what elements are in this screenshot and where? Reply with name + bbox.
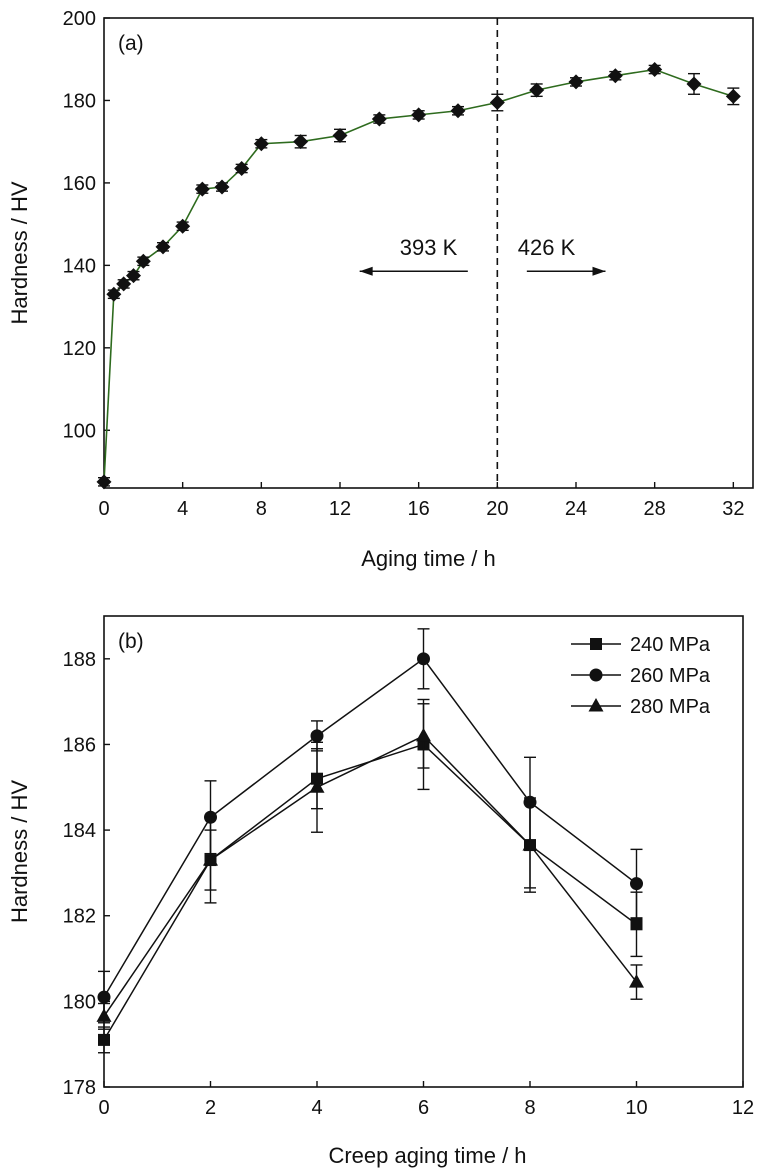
data-point-260-mpa: [630, 877, 643, 891]
x-tick-label: 16: [408, 498, 430, 520]
panel-a-chart: 0 4 8 12 16 20 24 28 32 100 120 140 160 180 200 393 K 4…: [7, 8, 754, 571]
x-tick-label: 32: [722, 498, 744, 520]
hardness-data-point: [135, 253, 151, 269]
x-tick-label: 10: [625, 1097, 647, 1119]
panel-a-series: [96, 18, 741, 490]
x-tick-label: 12: [329, 498, 351, 520]
hardness-data-point: [647, 62, 663, 78]
x-tick-label: 6: [418, 1097, 429, 1119]
series-line-240-mpa: [103, 743, 637, 1041]
x-tick-label: 24: [565, 498, 587, 520]
hardness-series-line: [103, 68, 734, 482]
data-point-280-mpa: [96, 1008, 112, 1022]
hardness-data-point: [175, 218, 191, 234]
data-point-280-mpa: [203, 852, 218, 866]
y-tick-label: 182: [63, 906, 96, 928]
panel-b-x-axis-title: Creep aging time / h: [328, 1143, 526, 1168]
panel-b-y-axis-title: Hardness / HV: [7, 780, 32, 923]
hardness-data-point: [234, 160, 250, 176]
panel-b-chart: 0 2 4 6 8 10 12 178 180 182 184 186 188 240 MPa 260 M…: [7, 615, 755, 1168]
y-tick-label: 140: [63, 255, 96, 277]
x-tick-label: 8: [256, 498, 267, 520]
data-point-280-mpa: [309, 779, 325, 793]
hardness-data-point: [253, 136, 269, 152]
data-point-240-mpa: [630, 918, 643, 931]
legend-marker-260-mpa: [589, 668, 603, 682]
y-tick-label: 120: [63, 338, 96, 360]
hardness-data-point: [686, 76, 702, 92]
panel-a-x-axis-title: Aging time / h: [361, 546, 496, 571]
hardness-data-point: [450, 103, 466, 119]
data-point-240-mpa: [98, 1033, 110, 1046]
legend-marker-240-mpa: [590, 638, 602, 650]
y-tick-label: 180: [63, 991, 96, 1013]
panel-b-legend: 240 MPa 260 MPa 280 MPa: [571, 634, 711, 718]
y-tick-label: 100: [63, 420, 96, 442]
hardness-data-point: [116, 276, 132, 292]
x-tick-label: 12: [732, 1097, 754, 1119]
hardness-data-point: [106, 286, 122, 302]
legend-marker-280-mpa: [588, 698, 604, 712]
x-tick-label: 8: [524, 1097, 535, 1119]
panel-b-label: (b): [118, 630, 144, 653]
panel-a-plot-frame: [103, 17, 754, 489]
hardness-data-point: [126, 268, 141, 284]
x-tick-label: 28: [644, 498, 666, 520]
hardness-data-point: [371, 111, 387, 127]
hardness-data-point: [489, 95, 505, 111]
data-point-280-mpa: [416, 727, 431, 742]
y-tick-label: 186: [63, 734, 96, 756]
panel-a-annotations: 393 K 426 K: [359, 235, 606, 276]
data-point-260-mpa: [97, 990, 111, 1004]
panel-b-series: [96, 628, 644, 1054]
x-tick-label: 20: [486, 498, 508, 520]
panel-b-ticks: 0 2 4 6 8 10 12 178 180 182 184 186 188: [63, 649, 755, 1119]
data-point-260-mpa: [310, 729, 324, 743]
y-tick-label: 178: [63, 1077, 96, 1099]
hardness-data-point: [214, 179, 230, 195]
hardness-data-point: [293, 134, 309, 150]
legend-label-240-mpa: 240 MPa: [630, 634, 711, 656]
x-tick-label: 4: [177, 498, 188, 520]
data-point-260-mpa: [417, 652, 430, 666]
panel-a-ticks: 0 4 8 12 16 20 24 28 32 100 120 140 160 180 200: [63, 8, 745, 520]
hardness-data-point: [194, 181, 210, 197]
y-tick-label: 184: [63, 820, 96, 842]
hardness-data-point: [607, 68, 623, 84]
panel-a-y-axis-title: Hardness / HV: [7, 181, 32, 324]
temperature-arrow-head: [359, 266, 373, 276]
x-tick-label: 4: [311, 1097, 322, 1119]
x-tick-label: 0: [98, 1097, 109, 1119]
data-point-280-mpa: [629, 974, 644, 988]
series-line-260-mpa: [103, 657, 637, 998]
temperature-annotation-label: 426 K: [518, 235, 576, 260]
y-tick-label: 200: [63, 8, 96, 30]
hardness-data-point: [725, 88, 741, 104]
hardness-data-point: [568, 74, 584, 90]
legend-label-260-mpa: 260 MPa: [630, 665, 711, 687]
temperature-arrow-head: [592, 266, 606, 276]
hardness-data-point: [155, 239, 171, 255]
hardness-data-point: [332, 128, 348, 143]
hardness-data-point: [529, 82, 545, 98]
y-tick-label: 160: [63, 173, 96, 195]
hardness-data-point: [411, 107, 427, 123]
x-tick-label: 0: [98, 498, 109, 520]
temperature-annotation-label: 393 K: [400, 235, 458, 260]
hardness-data-point: [96, 474, 112, 490]
legend-label-280-mpa: 280 MPa: [630, 696, 711, 718]
data-point-280-mpa: [522, 837, 538, 851]
x-tick-label: 2: [205, 1097, 216, 1119]
series-line-280-mpa: [103, 734, 638, 1017]
panel-a-label: (a): [118, 32, 144, 55]
y-tick-label: 188: [63, 649, 96, 671]
y-tick-label: 180: [63, 90, 96, 112]
